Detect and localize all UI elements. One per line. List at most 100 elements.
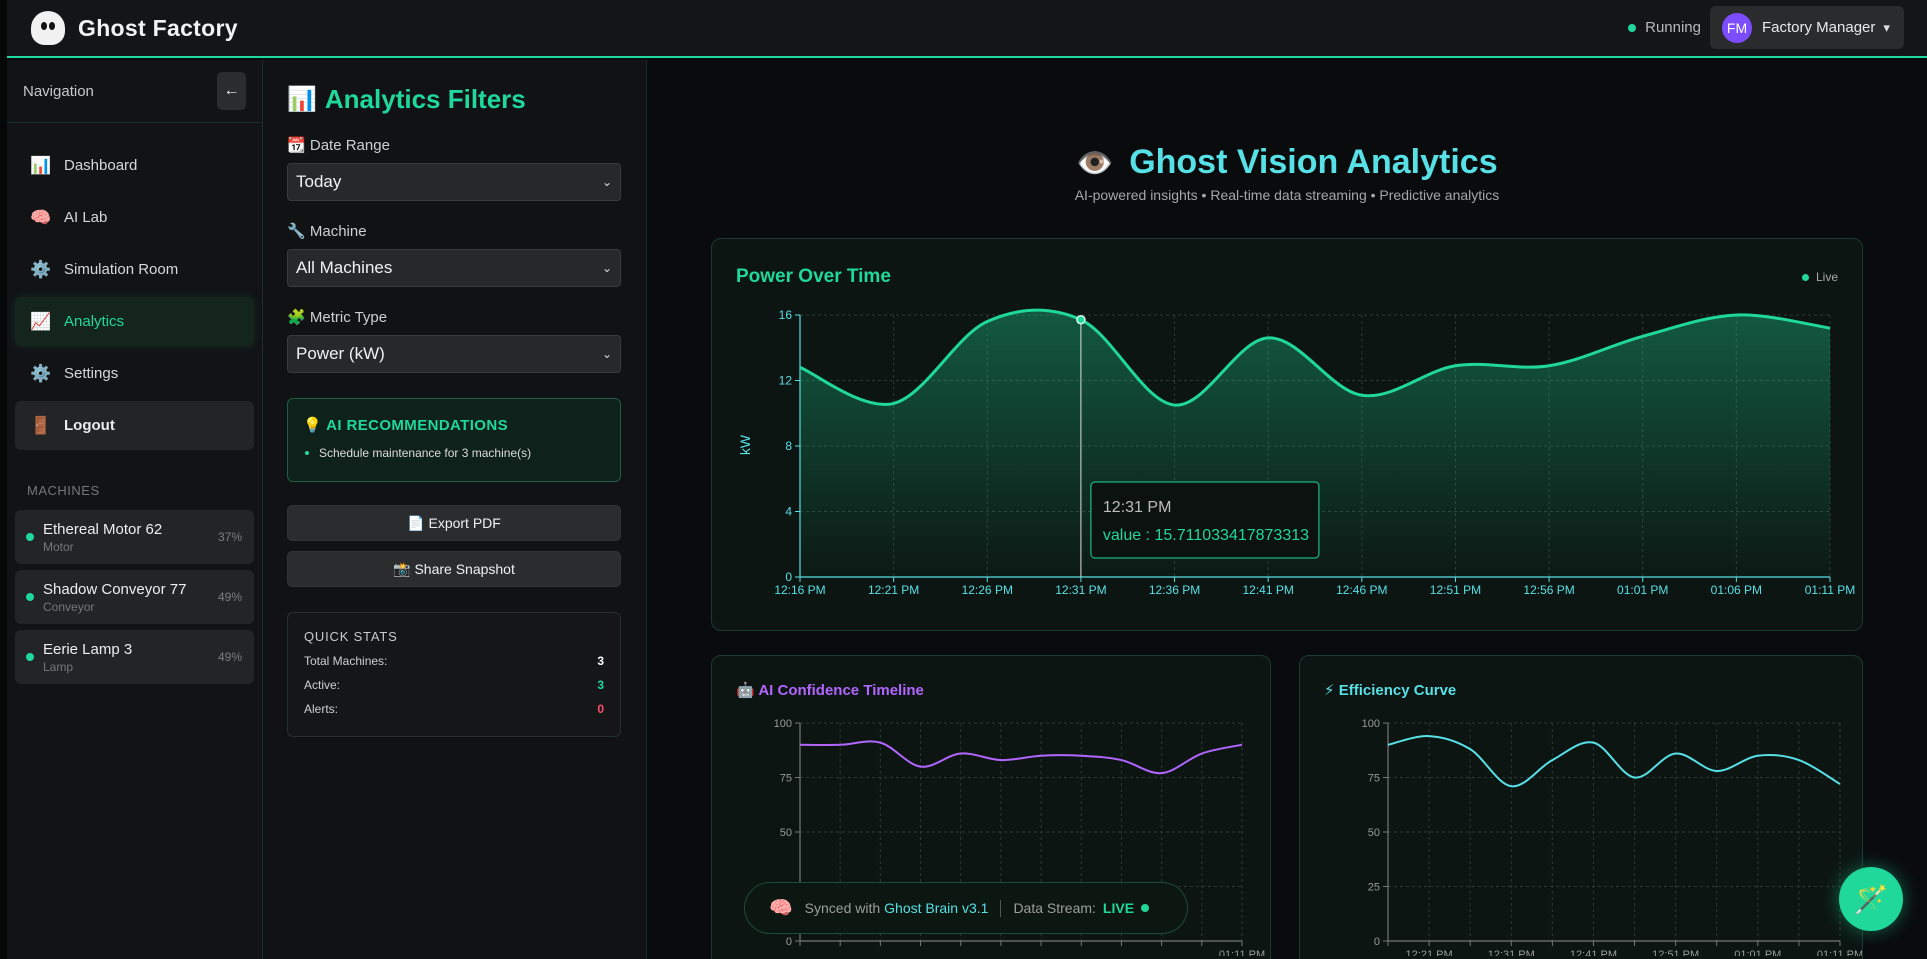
machine-item[interactable]: Eerie Lamp 3 Lamp 49% [15,630,254,684]
chevron-down-icon: ⌄ [601,175,612,189]
date-range-select[interactable]: Today ⌄ [287,163,621,201]
gear-icon: ⚙️ [30,259,52,279]
lightning-icon: ⚡ [1324,682,1335,699]
machine-label-text: Machine [309,223,367,240]
avatar: FM [1722,12,1752,43]
machine-label: 🔧 Machine [287,222,622,240]
export-pdf-button[interactable]: 📄 Export PDF [287,505,621,541]
machine-item[interactable]: Shadow Conveyor 77 Conveyor 49% [15,570,254,624]
sidebar-item-simulation-room[interactable]: ⚙️ Simulation Room [15,245,254,294]
ai-recommendations-title-text: AI RECOMMENDATIONS [326,417,509,434]
y-tick-label: 75 [780,773,792,785]
legend-label: Live [1815,270,1838,284]
date-range-label-text: Date Range [309,137,390,154]
x-tick-label: 01:01 PM [1734,949,1781,956]
chart-legend: Live [1801,270,1838,284]
y-tick-label: 100 [774,718,792,730]
nav-list: 📊 Dashboard 🧠 AI Lab ⚙️ Simulation Room … [7,123,262,450]
page-subtitle: AI-powered insights • Real-time data str… [1074,187,1500,203]
stat-value: 0 [597,702,604,716]
gear-icon: ⚙️ [30,363,52,383]
machine-item[interactable]: Ethereal Motor 62 Motor 37% [15,510,254,564]
x-tick-label: 12:21 PM [868,583,919,597]
ai-recommendations-title: 💡 AI RECOMMENDATIONS [303,416,605,434]
puzzle-icon: 🧩 [287,309,306,326]
status-label: Running [1645,19,1701,36]
user-menu-button[interactable]: FM Factory Manager ▾ [1710,6,1904,49]
legend-dot-icon [1801,273,1809,281]
recommendation-text: Schedule maintenance for 3 machine(s) [319,446,532,460]
tooltip-box [1090,481,1320,559]
divider [1000,899,1002,917]
tooltip-label: 12:31 PM [1103,499,1171,516]
power-chart-card: Power Over Time Live 0 4 8 12 16 12:16 PM 12:2… [711,238,1863,631]
sync-status-pill: 🧠 Synced with Ghost Brain v3.1 Data Stre… [744,882,1188,934]
main-content: 👁️ Ghost Vision Analytics AI-powered ins… [647,60,1927,959]
ai-confidence-title-text: AI Confidence Timeline [758,682,924,699]
x-tick-label: 12:41 PM [1242,583,1293,597]
trend-chart-icon: 📈 [30,311,52,331]
chevron-down-icon: ⌄ [601,347,612,361]
status-dot-icon [26,653,34,661]
sidebar-item-label: Settings [64,365,119,382]
y-axis-label: kW [737,434,753,455]
efficiency-chart[interactable]: 0 25 50 75 100 12:21 PM 12:31 PM 12:41 PM 12:51 … [1300,656,1862,956]
arrow-left-icon: ← [223,82,240,99]
machine-type: Lamp [43,659,74,674]
quick-stats: QUICK STATS Total Machines: 3 Active: 3 … [287,612,621,737]
share-snapshot-button[interactable]: 📸 Share Snapshot [287,551,621,587]
sync-prefix: Synced with [804,900,881,916]
magic-wand-icon: 🪄 [1853,883,1889,915]
y-tick-label: 12 [779,374,793,388]
x-tick-label: 12:51 PM [1430,583,1481,597]
ai-recommendations: 💡 AI RECOMMENDATIONS Schedule maintenanc… [287,398,621,482]
ghost-logo-icon [31,11,65,45]
stat-label: Alerts: [304,702,339,716]
metric-type-select[interactable]: Power (kW) ⌄ [287,335,621,373]
sidebar-item-ai-lab[interactable]: 🧠 AI Lab [15,193,254,242]
ai-confidence-title: 🤖 AI Confidence Timeline [736,681,924,699]
y-tick-label: 100 [1362,718,1380,730]
brain-icon: 🧠 [30,207,52,227]
metric-type-label-text: Metric Type [309,309,388,326]
stat-row: Total Machines: 3 [304,654,604,668]
y-tick-label: 75 [1368,773,1380,785]
sidebar-item-logout[interactable]: 🚪 Logout [15,401,254,450]
eye-icon: 👁️ [1076,147,1114,180]
machine-select[interactable]: All Machines ⌄ [287,249,621,287]
bullet-icon [305,451,309,455]
efficiency-card: ⚡ Efficiency Curve 0 25 50 75 100 12:21 PM 12:… [1299,655,1863,959]
filters-panel: 📊 Analytics Filters 📆 Date Range Today ⌄… [263,60,647,959]
metric-type-value: Power (kW) [296,344,385,363]
sidebar-item-settings[interactable]: ⚙️ Settings [15,349,254,398]
active-point [1076,314,1086,325]
machine-type: Conveyor [43,599,95,614]
top-bar: Ghost Factory Running FM Factory Manager… [7,0,1927,58]
status-dot-icon [26,593,34,601]
page-title: 👁️ Ghost Vision Analytics [647,143,1927,182]
sidebar-item-analytics[interactable]: 📈 Analytics [15,297,254,346]
brand[interactable]: Ghost Factory [31,11,238,45]
stream-label: Data Stream: [1013,900,1096,916]
chevron-down-icon: ▾ [1883,19,1890,35]
power-chart[interactable]: 0 4 8 12 16 12:16 PM 12:21 PM 12:26 PM 12:31 PM 1… [712,239,1862,630]
x-tick-label: 12:26 PM [962,583,1013,597]
efficiency-title-text: Efficiency Curve [1338,682,1457,699]
x-tick-label: 12:36 PM [1149,583,1200,597]
collapse-sidebar-button[interactable]: ← [217,72,246,110]
date-range-label: 📆 Date Range [287,136,622,154]
sidebar-item-label: Logout [64,417,115,434]
stat-row: Active: 3 [304,678,604,692]
magic-wand-button[interactable]: 🪄 [1839,867,1903,931]
x-tick-label: 12:21 PM [1406,949,1453,956]
sidebar-item-dashboard[interactable]: 📊 Dashboard [15,141,254,190]
stream-status: LIVE [1102,900,1135,916]
y-tick-label: 0 [1374,936,1380,948]
stat-value: 3 [597,678,604,692]
y-tick-label: 50 [780,827,792,839]
machine-name: Ethereal Motor 62 [43,520,163,538]
machine-value: All Machines [296,258,393,277]
door-icon: 🚪 [30,415,52,435]
x-tick-label: 12:31 PM [1055,583,1106,597]
y-tick-label: 16 [779,308,793,322]
